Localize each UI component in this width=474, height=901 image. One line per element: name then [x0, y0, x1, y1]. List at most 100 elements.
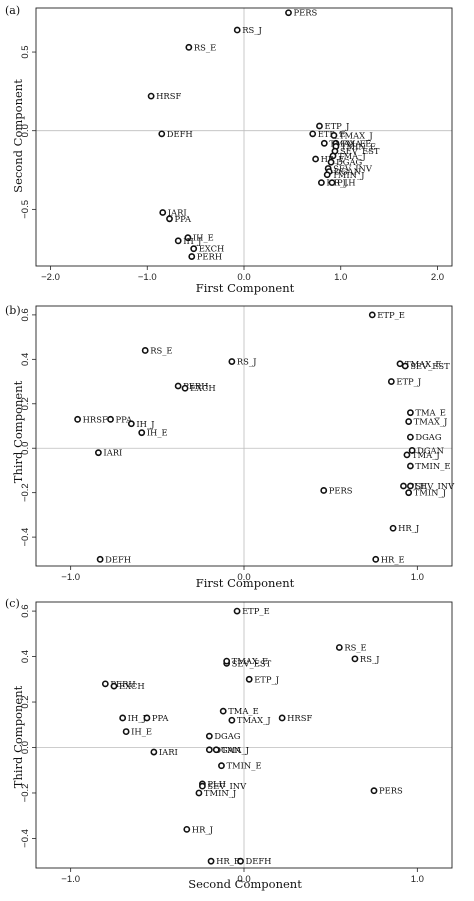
- panel-a-xlabel: First Component: [196, 281, 295, 295]
- panel-c-point-label: ETP_J: [254, 674, 279, 685]
- panel-c-point-label: RS_E: [344, 642, 366, 653]
- panel-a-label: (a): [5, 4, 20, 17]
- panel-b-point: [141, 347, 149, 354]
- panel-b-point: [181, 384, 189, 392]
- panel-b-point-label: HRSF: [83, 414, 108, 424]
- panel-b-point: [406, 409, 414, 417]
- panel-b-point: [174, 382, 182, 390]
- panel-b-point-label: ETP_J: [396, 377, 421, 388]
- panel-b-point: [387, 378, 395, 385]
- panel-a-point-label: SEV_INV: [333, 163, 373, 174]
- panel-c-point-label: TMAX_J: [237, 715, 271, 726]
- panel-c-point: [237, 857, 244, 865]
- panel-b-point-label: PERS: [329, 485, 353, 495]
- panel-b-xtick-label: −1.0: [61, 572, 80, 583]
- panel-b-point: [396, 360, 404, 368]
- panel-a-point-label: HR_J: [326, 178, 347, 189]
- panel-b-point-label: TMA_E: [415, 408, 446, 419]
- panel-a-point-label: DGAG: [336, 157, 362, 167]
- panel-c-point: [205, 732, 213, 740]
- panel-a-xtick-label: 2.0: [431, 272, 444, 283]
- panel-a-point: [147, 92, 155, 100]
- panel-a-point: [158, 130, 166, 138]
- panel-b-point-label: SEV_EST: [410, 361, 450, 372]
- panel-c-ytick-label: 0.2: [20, 695, 31, 708]
- panel-a-point-label: ETP_J: [324, 121, 349, 132]
- panel-b-point: [406, 462, 414, 470]
- panel-c: (c) Second Component Third Component −1.…: [5, 597, 453, 891]
- panel-b-point: [400, 482, 407, 490]
- panel-a-point: [320, 139, 328, 147]
- panel-a-point-label: PERS: [294, 8, 318, 18]
- panel-c-point-label: TMIN_J: [204, 788, 236, 799]
- panel-b-point-label: TMIN_E: [415, 461, 450, 472]
- panel-a: (a) First Component Second Component −2.…: [5, 4, 453, 295]
- panel-b-ytick-label: 0.4: [20, 353, 31, 366]
- panel-b-ytick-label: −0.2: [20, 483, 31, 502]
- panel-a-point-label: RS_J: [242, 25, 262, 36]
- panel-c-point: [110, 682, 118, 690]
- panel-b-point-label: IARI: [103, 448, 122, 458]
- panel-a-point: [329, 152, 337, 160]
- panel-c-point-label: TMIN_E: [226, 761, 261, 772]
- panel-a-point: [330, 132, 338, 139]
- panel-c-point: [245, 675, 253, 683]
- panel-a-point: [166, 215, 173, 223]
- panel-b-point-label: IH_E: [147, 428, 168, 439]
- panel-b-xtick-label: 0.0: [237, 572, 250, 583]
- panel-a-point-label: TMIN_J: [332, 170, 364, 181]
- panel-a-point-label: EXCH: [199, 244, 225, 254]
- panel-a-ytick-label: 0.0: [20, 124, 31, 137]
- panel-c-point: [195, 789, 203, 797]
- panel-c-point: [219, 707, 227, 715]
- panel-b-point-label: IH_J: [136, 419, 154, 430]
- panel-b-point: [96, 555, 104, 563]
- panel-c-point: [122, 728, 130, 735]
- panel-a-point: [309, 130, 317, 138]
- panel-c-point-label: TMA_J: [221, 745, 249, 756]
- panel-b-point-label: TMAX_J: [414, 417, 448, 428]
- panel-c-point-label: IH_E: [131, 727, 152, 738]
- panel-a-point: [312, 155, 319, 163]
- panel-c-point-label: IARI: [159, 747, 178, 757]
- panel-a-point: [159, 209, 167, 216]
- panel-a-xtick-label: 1.0: [334, 272, 347, 283]
- panel-a-point-label: DEFH: [167, 129, 193, 139]
- panel-b-point: [403, 451, 411, 459]
- panel-b-point: [368, 311, 376, 319]
- panel-a-ytick-label: 0.5: [20, 45, 31, 58]
- panel-c-point-label: PLH: [207, 779, 226, 789]
- panel-c-point: [143, 714, 151, 722]
- panel-b-point-label: EXCH: [190, 383, 216, 393]
- panel-c-point-label: TMA_E: [228, 706, 259, 717]
- panel-b-ytick-label: −0.4: [20, 528, 31, 547]
- panel-b-point: [372, 555, 380, 563]
- panel-b-xtick-label: 1.0: [411, 572, 424, 583]
- panel-b-ytick-label: 0.6: [20, 308, 31, 321]
- panel-a-point: [328, 179, 336, 187]
- panel-c-point: [223, 657, 231, 665]
- panel-c-point: [370, 787, 378, 795]
- panel-c-ytick-label: 0.4: [20, 650, 31, 663]
- panel-b-ytick-label: 0.0: [20, 442, 31, 455]
- panel-b-point-label: DEFH: [105, 554, 131, 564]
- panel-c-point-label: HR_J: [192, 824, 213, 835]
- panel-b-point: [107, 415, 114, 423]
- panel-c-point: [212, 746, 220, 754]
- panel-c-point-label: DGAN: [214, 745, 241, 755]
- panel-a-point-label: IARI: [168, 208, 187, 218]
- panel-b-point-label: HR_E: [381, 554, 405, 565]
- panel-a-point: [188, 253, 196, 260]
- panel-c-ytick-label: −0.4: [20, 829, 31, 848]
- panel-c-point: [218, 762, 225, 770]
- panel-a-point: [184, 234, 192, 242]
- panel-b-point: [320, 487, 328, 494]
- panel-a-xtick-label: −2.0: [41, 272, 60, 283]
- panel-c-ytick-label: 0.0: [20, 741, 31, 754]
- panel-b-point-label: RS_E: [150, 345, 172, 356]
- panel-c-point: [351, 655, 359, 663]
- panel-a-point-label: IH_E: [193, 233, 214, 244]
- panel-c-point: [233, 607, 241, 615]
- panel-b-ytick-label: 0.2: [20, 397, 31, 410]
